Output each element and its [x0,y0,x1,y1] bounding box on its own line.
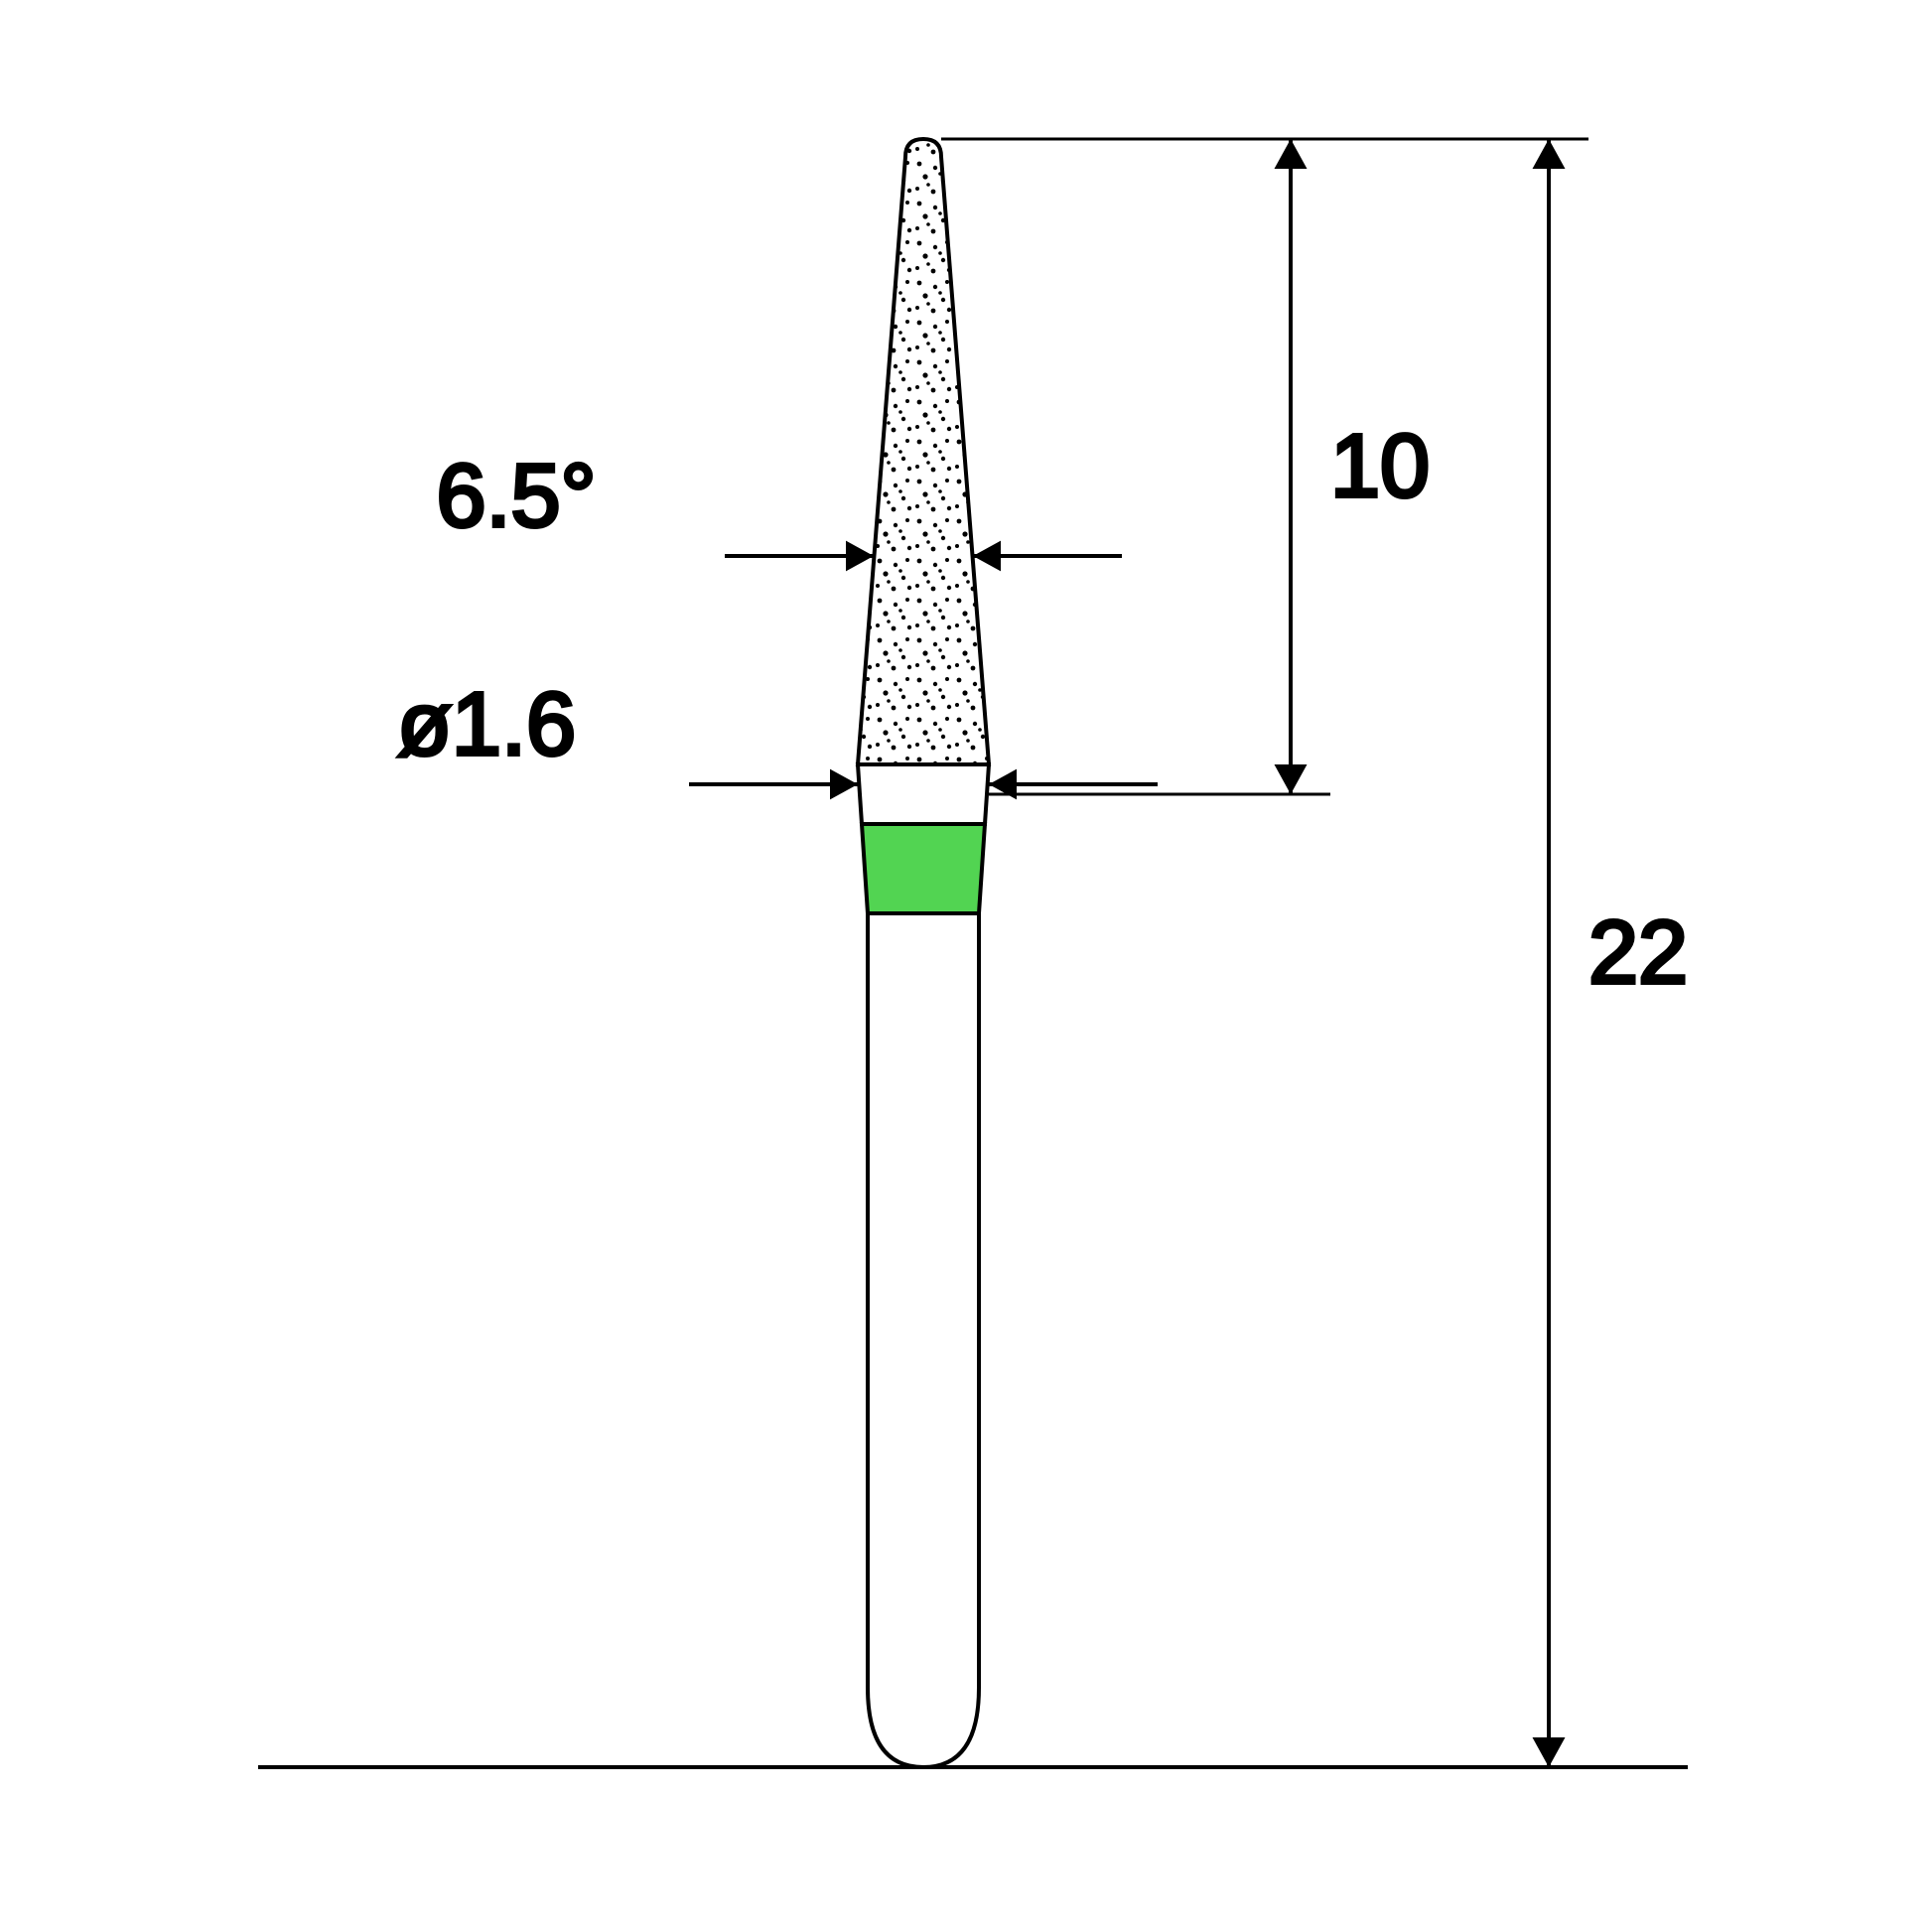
label-diameter: ø1.6 [397,675,576,774]
dental-bur-diagram: 22 10 6.5° ø1.6 [0,0,1932,1932]
label-tip-length: 10 [1330,417,1430,516]
label-angle: 6.5° [436,447,596,546]
neck [858,764,989,824]
shaft [868,913,979,1767]
diamond-tip [858,139,989,764]
color-band [862,824,985,913]
label-total-length: 22 [1588,903,1688,1003]
